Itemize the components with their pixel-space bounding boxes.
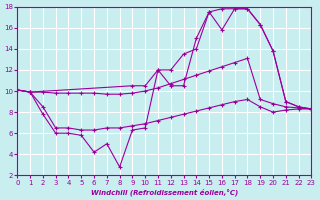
X-axis label: Windchill (Refroidissement éolien,°C): Windchill (Refroidissement éolien,°C) (91, 188, 238, 196)
